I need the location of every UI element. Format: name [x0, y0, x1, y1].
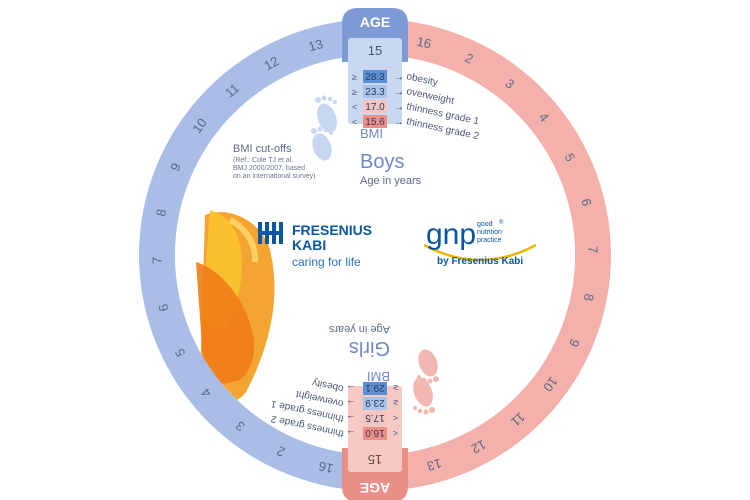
- boys-bmi-symbol: ≥: [352, 87, 357, 97]
- girls-bmi-value: 29.1: [365, 382, 385, 393]
- girls-bmi-symbol: ≥: [393, 383, 398, 393]
- gnp-small-2: nutrition: [477, 229, 502, 236]
- girls-age-16: 16: [317, 458, 334, 476]
- girls-age-13: 13: [307, 36, 325, 54]
- boys-ring-segment[interactable]: [139, 18, 408, 489]
- boys-age-8: 8: [581, 292, 597, 302]
- arrow-right-icon: →: [394, 87, 404, 98]
- girls-bmi-cell: [363, 382, 387, 395]
- fresenius-line-2: KABI: [292, 237, 326, 253]
- boys-bmi-cell: [363, 115, 387, 128]
- boys-bmi-label: BMI: [360, 126, 383, 141]
- boys-title: Boys: [360, 151, 404, 173]
- boys-bmi-symbol: <: [352, 102, 357, 112]
- inner-disc: [175, 55, 575, 455]
- bmi-cutoffs-note: BMI cut-offs (Ref.: Cole TJ et al. BMJ 2…: [233, 143, 316, 180]
- boys-bmi-value: 28.3: [365, 72, 385, 83]
- girls-footprint-icon: [413, 349, 439, 415]
- girls-bmi-value: 17.5: [365, 412, 385, 423]
- age-tab-label: AGE: [360, 14, 390, 30]
- girls-age-8: 8: [153, 208, 169, 218]
- boys-age-12: 12: [469, 437, 489, 457]
- outer-age-ring[interactable]: [139, 18, 611, 492]
- boys-age-7: 7: [585, 246, 600, 254]
- arrow-right-icon: →: [346, 382, 356, 393]
- boys-heading: BMI Boys Age in years: [360, 126, 422, 187]
- girls-age-6: 6: [155, 302, 171, 313]
- age-tab-label: AGE: [360, 480, 390, 496]
- gnp-registered: ®: [499, 219, 504, 226]
- boys-bmi-symbol: <: [352, 117, 357, 127]
- boys-subtitle: Age in years: [360, 175, 422, 187]
- arrow-right-icon: →: [346, 412, 356, 423]
- age-current-value: 15: [368, 452, 382, 467]
- girls-ring-segment[interactable]: [342, 21, 611, 492]
- fresenius-kabi-logo: FRESENIUS KABI caring for life: [258, 222, 372, 269]
- cutoffs-line-3: on an international survey): [233, 173, 316, 180]
- girls-heading: BMI Girls Age in years: [328, 323, 390, 384]
- girls-bmi-symbol: ≥: [393, 398, 398, 408]
- girls-bmi-value: 16.0: [365, 427, 385, 438]
- boys-bmi-cell: [363, 70, 387, 83]
- boys-footprint-icon: [311, 95, 337, 161]
- girls-bmi-value: 23.9: [365, 397, 385, 408]
- gnp-small-1: good: [477, 221, 493, 228]
- gnp-by: by Fresenius Kabi: [437, 256, 523, 267]
- boys-bmi-value: 15.6: [365, 117, 385, 128]
- boys-age-10: 10: [540, 374, 561, 395]
- girls-age-10: 10: [189, 115, 210, 136]
- arrow-right-icon: →: [346, 397, 356, 408]
- age-tab-bottom[interactable]: AGE 15: [342, 386, 408, 500]
- boys-bmi-value: 23.3: [365, 87, 385, 98]
- paint-splash-graphic: [196, 210, 275, 403]
- boys-bmi-table: ≥28.3 → obesity≥ 23.3 → overweight< 17.0 → thinn…: [352, 70, 480, 142]
- arrow-right-icon: →: [394, 117, 404, 128]
- cutoffs-line-2: BMJ 2000/2007, based: [233, 165, 305, 172]
- boys-bmi-symbol: ≥: [352, 72, 357, 82]
- boys-bmi-cell: [363, 100, 387, 113]
- boys-bmi-value: 17.0: [365, 102, 385, 113]
- gnp-small-3: practice: [477, 237, 502, 244]
- girls-title: Girls: [349, 337, 390, 359]
- girls-bmi-cell: [363, 397, 387, 410]
- age-current-value: 15: [368, 43, 382, 58]
- gnp-logo: gnp good ® nutrition practice by Freseni…: [423, 218, 537, 267]
- boys-age-16: 16: [415, 34, 432, 52]
- fresenius-tagline: caring for life: [292, 255, 361, 269]
- arrow-right-icon: →: [394, 102, 404, 113]
- cutoffs-line-1: (Ref.: Cole TJ et al.: [233, 157, 293, 164]
- fresenius-line-1: FRESENIUS: [292, 222, 372, 238]
- fresenius-symbol-icon: [258, 222, 283, 244]
- cutoffs-title: BMI cut-offs: [233, 143, 292, 155]
- arrow-right-icon: →: [394, 72, 404, 83]
- girls-age-7: 7: [149, 257, 164, 265]
- boys-age-13: 13: [425, 456, 443, 474]
- arrow-right-icon: →: [346, 427, 356, 438]
- girls-subtitle: Age in years: [328, 323, 390, 335]
- girls-bmi-symbol: <: [393, 413, 398, 423]
- girls-bmi-cell: [363, 412, 387, 425]
- girls-age-12: 12: [261, 53, 281, 73]
- gnp-swoosh-icon: [423, 243, 537, 262]
- girls-bmi-symbol: <: [393, 428, 398, 438]
- boys-bmi-cell: [363, 85, 387, 98]
- girls-bmi-label: BMI: [367, 369, 390, 384]
- gnp-mark: gnp: [426, 218, 476, 251]
- boys-age-6: 6: [578, 197, 594, 208]
- girls-bmi-cell: [363, 427, 387, 440]
